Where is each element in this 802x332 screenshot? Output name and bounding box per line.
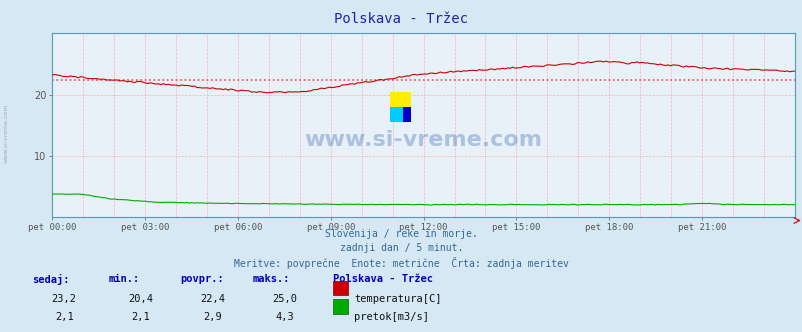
Text: povpr.:: povpr.:: [180, 274, 224, 284]
Bar: [390, 107, 402, 122]
Text: temperatura[C]: temperatura[C]: [354, 294, 441, 304]
Text: 23,2: 23,2: [51, 294, 77, 304]
Text: 2,9: 2,9: [203, 312, 222, 322]
Text: 22,4: 22,4: [200, 294, 225, 304]
Bar: [390, 92, 411, 107]
Bar: [402, 107, 411, 122]
Text: Polskava - Tržec: Polskava - Tržec: [333, 274, 433, 284]
Text: pretok[m3/s]: pretok[m3/s]: [354, 312, 428, 322]
Text: www.si-vreme.com: www.si-vreme.com: [4, 103, 9, 163]
Text: zadnji dan / 5 minut.: zadnji dan / 5 minut.: [339, 243, 463, 253]
Text: Polskava - Tržec: Polskava - Tržec: [334, 12, 468, 26]
Text: Slovenija / reke in morje.: Slovenija / reke in morje.: [325, 229, 477, 239]
Text: 4,3: 4,3: [275, 312, 294, 322]
Text: www.si-vreme.com: www.si-vreme.com: [304, 130, 542, 150]
Text: maks.:: maks.:: [253, 274, 290, 284]
Text: Meritve: povprečne  Enote: metrične  Črta: zadnja meritev: Meritve: povprečne Enote: metrične Črta:…: [233, 257, 569, 269]
Text: 2,1: 2,1: [55, 312, 74, 322]
Text: sedaj:: sedaj:: [32, 274, 70, 285]
Text: 20,4: 20,4: [128, 294, 153, 304]
Text: min.:: min.:: [108, 274, 140, 284]
Text: 25,0: 25,0: [272, 294, 298, 304]
Text: 2,1: 2,1: [131, 312, 150, 322]
